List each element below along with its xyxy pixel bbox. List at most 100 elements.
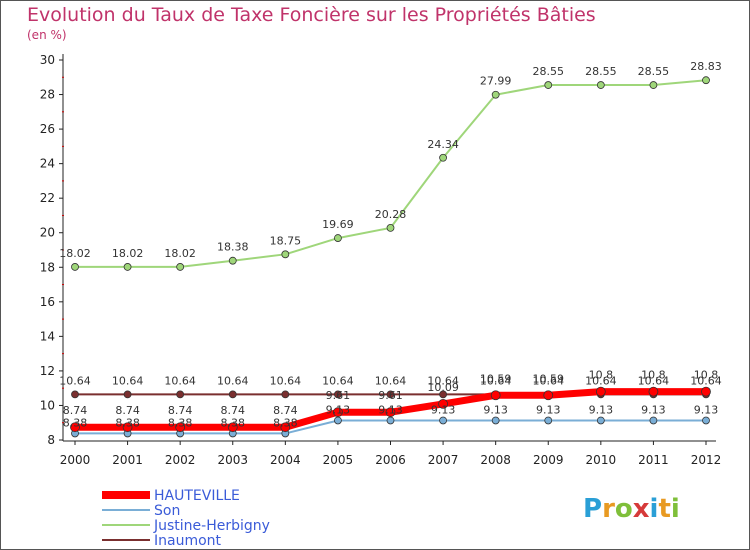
data-label-son: 9.13 [694, 403, 719, 416]
data-label-justine-herbigny: 18.38 [217, 241, 249, 254]
data-point-justine-herbigny [123, 263, 132, 271]
x-tick-label: 2006 [375, 453, 406, 467]
data-label-hauteville: 10.8 [641, 369, 666, 382]
x-tick-label: 2007 [428, 453, 459, 467]
data-point-inaumont [281, 390, 290, 399]
data-point-son [334, 416, 342, 425]
x-tick-label: 2000 [60, 453, 91, 467]
data-label-hauteville: 10.8 [694, 369, 719, 382]
logo-letter: t [658, 494, 670, 524]
data-label-hauteville: 8.74 [168, 404, 193, 417]
data-label-inaumont: 10.64 [638, 374, 670, 387]
data-point-hauteville [122, 422, 133, 433]
data-label-inaumont: 10.64 [322, 374, 354, 387]
data-label-son: 9.13 [641, 403, 666, 416]
data-label-hauteville: 8.74 [63, 404, 88, 417]
x-tick-label: 2005 [323, 453, 354, 467]
data-point-son [386, 416, 395, 425]
y-tick-label: 30 [40, 53, 55, 67]
data-label-justine-herbigny: 18.02 [164, 247, 196, 260]
x-tick-label: 2010 [586, 453, 617, 467]
data-label-son: 9.13 [378, 403, 403, 416]
data-label-son: 8.38 [221, 416, 246, 429]
y-tick-label: 22 [40, 191, 55, 205]
data-label-inaumont: 10.64 [480, 374, 512, 387]
data-label-son: 9.13 [536, 403, 561, 416]
data-label-inaumont: 10.64 [585, 374, 617, 387]
x-tick-label: 2012 [691, 453, 722, 467]
y-tick-label: 8 [47, 433, 55, 447]
data-point-hauteville [595, 386, 606, 397]
data-point-justine-herbigny [491, 90, 500, 99]
y-tick-label: 28 [40, 88, 55, 102]
data-label-hauteville: 9.61 [378, 389, 403, 402]
data-point-inaumont [123, 390, 132, 399]
x-tick-label: 2003 [217, 453, 248, 467]
data-point-justine-herbigny [544, 81, 553, 89]
data-point-hauteville [175, 422, 186, 433]
data-point-inaumont [439, 390, 447, 399]
data-point-justine-herbigny [71, 263, 79, 271]
data-label-inaumont: 10.64 [690, 374, 722, 387]
x-tick-label: 2008 [480, 453, 511, 467]
data-label-justine-herbigny: 28.55 [585, 65, 617, 78]
data-point-justine-herbigny [228, 256, 237, 265]
y-tick-label: 26 [40, 122, 55, 136]
data-label-son: 9.13 [326, 403, 351, 416]
data-label-inaumont: 10.64 [270, 374, 302, 387]
data-point-inaumont [228, 390, 237, 399]
data-label-hauteville: 8.74 [273, 404, 298, 417]
x-tick-label: 2001 [112, 453, 143, 467]
data-label-inaumont: 10.64 [112, 374, 144, 387]
legend-label: HAUTEVILLE [154, 488, 240, 504]
data-label-justine-herbigny: 18.02 [59, 247, 91, 260]
logo-letter: i [650, 494, 659, 524]
data-point-hauteville [438, 398, 448, 409]
data-label-justine-herbigny: 27.99 [480, 75, 512, 88]
data-point-justine-herbigny [334, 234, 342, 242]
data-point-justine-herbigny [702, 76, 710, 85]
data-point-inaumont [71, 390, 79, 399]
data-point-hauteville [648, 386, 659, 397]
data-point-justine-herbigny [281, 250, 290, 259]
data-point-justine-herbigny [596, 81, 605, 89]
data-label-justine-herbigny: 20.28 [375, 208, 407, 221]
data-label-hauteville: 10.8 [589, 369, 614, 382]
data-point-hauteville [70, 422, 80, 433]
data-label-son: 9.13 [483, 403, 508, 416]
data-label-hauteville: 10.09 [427, 381, 459, 394]
data-label-son: 8.38 [168, 416, 193, 429]
data-point-hauteville [701, 386, 711, 397]
data-label-justine-herbigny: 28.83 [690, 60, 722, 73]
unit-label: (en %) [27, 28, 67, 42]
data-label-son: 8.38 [115, 416, 140, 429]
chart-title: Evolution du Taux de Taxe Foncière sur l… [27, 4, 596, 26]
legend-label: Justine-Herbigny [153, 518, 270, 534]
y-tick-label: 24 [40, 157, 55, 171]
logo-letter: x [633, 494, 650, 524]
data-point-hauteville [385, 407, 396, 418]
data-label-justine-herbigny: 28.55 [638, 65, 670, 78]
data-label-hauteville: 10.59 [533, 372, 565, 385]
data-point-justine-herbigny [439, 153, 447, 162]
data-point-justine-herbigny [386, 223, 395, 232]
data-point-son [649, 416, 658, 425]
legend-label: Son [154, 503, 180, 519]
data-label-justine-herbigny: 18.02 [112, 247, 144, 260]
x-tick-label: 2009 [533, 453, 564, 467]
y-tick-label: 14 [40, 329, 55, 343]
y-tick-label: 20 [40, 226, 55, 240]
data-point-inaumont [386, 390, 395, 399]
data-point-justine-herbigny [649, 81, 658, 89]
data-label-inaumont: 10.64 [375, 374, 407, 387]
logo-letter: P [583, 494, 602, 524]
y-tick-label: 12 [40, 364, 55, 378]
logo-letter: o [615, 494, 633, 524]
legend-label: Inaumont [154, 533, 222, 549]
data-point-hauteville [333, 407, 343, 418]
data-label-justine-herbigny: 18.75 [270, 234, 302, 247]
data-label-inaumont: 10.64 [59, 374, 91, 387]
data-label-hauteville: 10.59 [480, 372, 512, 385]
